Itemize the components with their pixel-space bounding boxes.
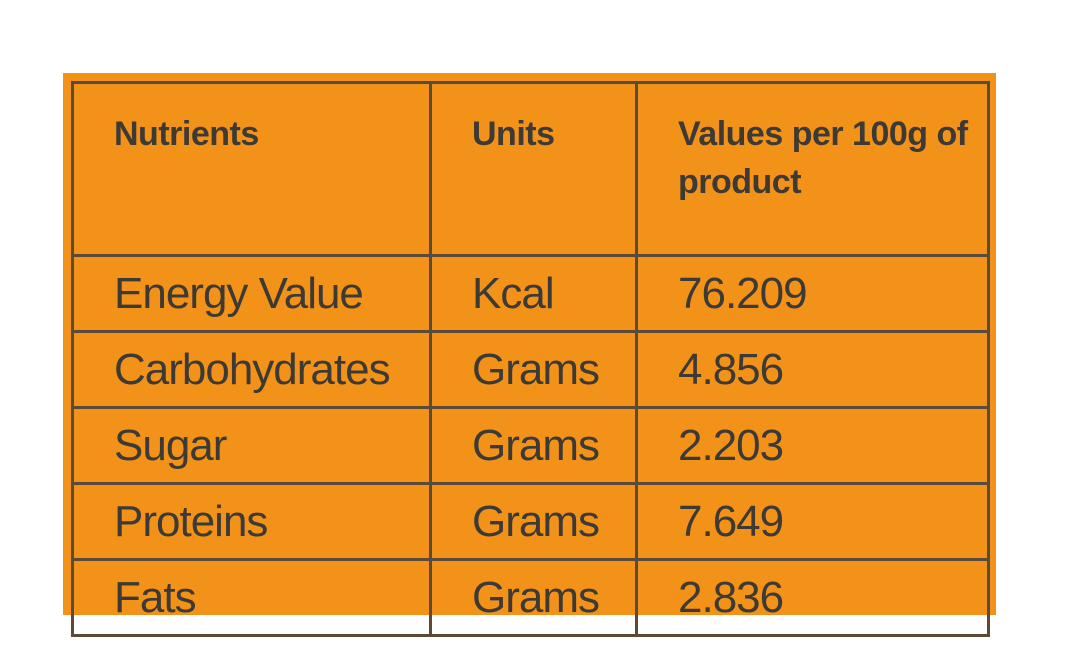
nutrition-table: Nutrients Units Values per 100g of produ… bbox=[71, 81, 990, 637]
table-header-row: Nutrients Units Values per 100g of produ… bbox=[71, 81, 990, 257]
nutrient-unit: Grams bbox=[429, 558, 638, 637]
nutrient-unit: Grams bbox=[429, 406, 638, 485]
table-row: Proteins Grams 7.649 bbox=[71, 482, 990, 561]
table-row: Energy Value Kcal 76.209 bbox=[71, 254, 990, 333]
nutrient-unit: Kcal bbox=[429, 254, 638, 333]
nutrient-unit: Grams bbox=[429, 482, 638, 561]
nutrient-name: Proteins bbox=[71, 482, 432, 561]
nutrient-name: Carbohydrates bbox=[71, 330, 432, 409]
table-row: Carbohydrates Grams 4.856 bbox=[71, 330, 990, 409]
nutrient-name: Energy Value bbox=[71, 254, 432, 333]
nutrient-value: 76.209 bbox=[635, 254, 990, 333]
nutrient-name: Sugar bbox=[71, 406, 432, 485]
header-values-per-100g: Values per 100g of product bbox=[635, 81, 990, 257]
nutrient-value: 2.203 bbox=[635, 406, 990, 485]
table-row: Fats Grams 2.836 bbox=[71, 558, 990, 637]
nutrition-panel: Nutrients Units Values per 100g of produ… bbox=[63, 73, 996, 637]
table-row: Sugar Grams 2.203 bbox=[71, 406, 990, 485]
nutrient-value: 7.649 bbox=[635, 482, 990, 561]
nutrient-value: 4.856 bbox=[635, 330, 990, 409]
header-units: Units bbox=[429, 81, 638, 257]
nutrient-name: Fats bbox=[71, 558, 432, 637]
header-nutrients: Nutrients bbox=[71, 81, 432, 257]
nutrient-unit: Grams bbox=[429, 330, 638, 409]
nutrient-value: 2.836 bbox=[635, 558, 990, 637]
